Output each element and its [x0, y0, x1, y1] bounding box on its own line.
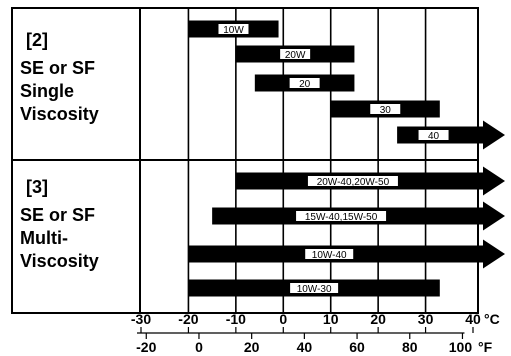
bar-g0-4	[397, 120, 505, 150]
bar-label-box-g0-3	[370, 104, 401, 114]
group-2-line-1: SE or SF	[20, 58, 95, 78]
bar-label-g1-0: 20W-40,20W-50	[317, 177, 390, 188]
f-tick-label-5: 80	[402, 339, 418, 355]
x-axis: -30 -20 -10 0 10 20 30 40 -20 0 20 40 60 80 100	[131, 311, 481, 355]
f-tick-label-1: 0	[195, 339, 203, 355]
f-tick-label-4: 60	[349, 339, 365, 355]
bar-label-box-g1-3	[290, 283, 339, 293]
bar-label-g0-1: 20W	[285, 50, 306, 61]
bar-label-g1-3: 10W-30	[297, 284, 332, 295]
c-tick-label-4: 10	[323, 311, 339, 327]
group-3-line-1: SE or SF	[20, 205, 95, 225]
bar-label-g0-3: 30	[380, 105, 392, 116]
bar-label-box-g0-0	[218, 24, 249, 34]
bar-label-box-g1-2	[305, 249, 354, 259]
c-tick-label-5: 20	[370, 311, 386, 327]
c-tick-label-1: -20	[178, 311, 198, 327]
c-tick-label-0: -30	[131, 311, 151, 327]
group-2-number: [2]	[26, 30, 48, 50]
bar-label-g0-4: 40	[428, 131, 440, 142]
bar-label-box-g1-0	[307, 176, 398, 186]
celsius-unit-label: °C	[484, 311, 500, 327]
bars-layer: 10W 20W 20 30 40 20W-40,20W-50 15W-40,15W-50 10…	[188, 20, 505, 297]
c-tick-label-7: 40	[465, 311, 481, 327]
fahrenheit-unit-label: °F	[478, 339, 493, 355]
c-tick-label-6: 30	[418, 311, 434, 327]
group-2-line-3: Viscosity	[20, 104, 99, 124]
group-3-line-3: Viscosity	[20, 251, 99, 271]
f-tick-label-2: 20	[244, 339, 260, 355]
bar-label-g1-2: 10W-40	[312, 250, 347, 261]
bar-label-g0-0: 10W	[223, 25, 244, 36]
f-tick-label-0: -20	[136, 339, 156, 355]
bar-label-box-g0-2	[289, 78, 320, 88]
c-tick-label-2: -10	[226, 311, 246, 327]
f-tick-label-3: 40	[297, 339, 313, 355]
group-3-number: [3]	[26, 177, 48, 197]
group-3-line-2: Multi-	[20, 228, 68, 248]
group-2-line-2: Single	[20, 81, 74, 101]
c-tick-label-3: 0	[279, 311, 287, 327]
bar-label-box-g0-1	[280, 49, 311, 59]
f-tick-label-6: 100	[449, 339, 473, 355]
bar-label-box-g1-1	[296, 211, 387, 221]
bar-label-g0-2: 20	[299, 79, 311, 90]
bar-label-box-g0-4	[418, 130, 449, 140]
bar-label-g1-1: 15W-40,15W-50	[305, 212, 378, 223]
